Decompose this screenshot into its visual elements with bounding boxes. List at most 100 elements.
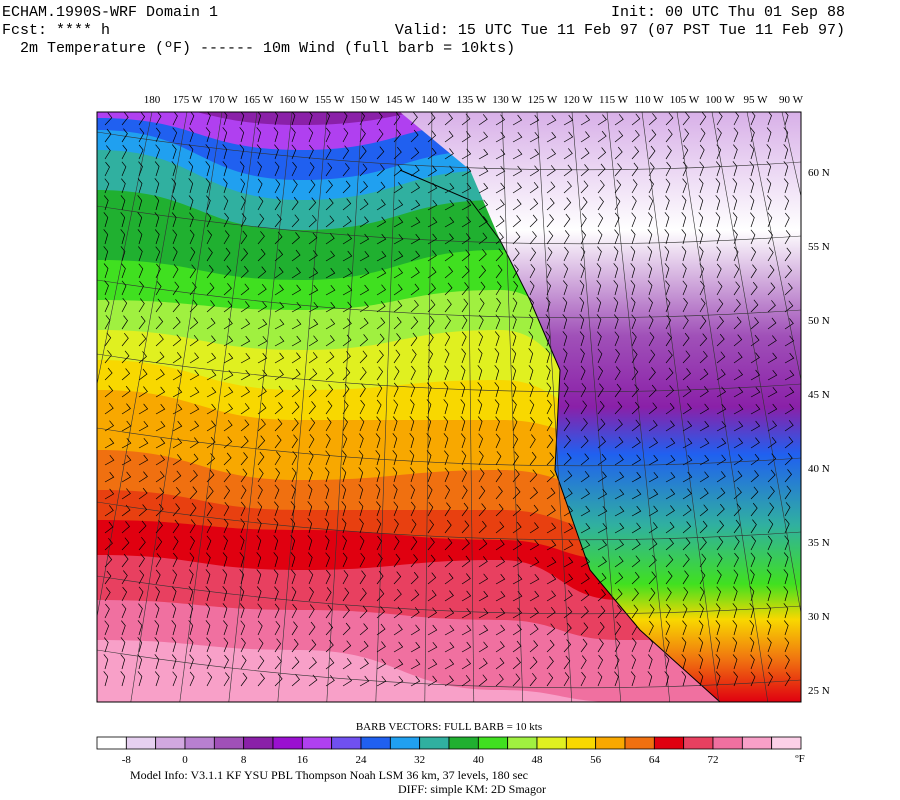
wind-barb [750, 386, 761, 398]
wind-barb [545, 331, 551, 347]
wind-barb [512, 451, 519, 466]
wind-barb [732, 654, 738, 670]
wind-barb [342, 416, 348, 432]
wind-barb [495, 451, 502, 466]
wind-barb [291, 214, 300, 228]
wind-barb [767, 486, 775, 500]
wind-barb [256, 569, 262, 585]
wind-barb [223, 654, 229, 670]
wind-barb [291, 267, 301, 279]
wind-barb [664, 654, 670, 670]
wind-barb [647, 246, 653, 262]
wind-barb [444, 467, 450, 483]
wind-barb [444, 675, 454, 687]
wind-barb [172, 536, 179, 551]
wind-barb [665, 587, 672, 602]
wind-barb [291, 417, 299, 432]
wind-barb [257, 603, 262, 619]
wind-barb [647, 229, 653, 245]
wind-barb [732, 195, 738, 211]
wind-barb [698, 212, 704, 228]
wind-barb [783, 586, 789, 602]
wind-barb [342, 383, 350, 398]
wind-barb [495, 416, 500, 432]
wind-barb [274, 385, 284, 398]
wind-barb [580, 556, 591, 568]
wind-barb [324, 467, 330, 483]
wind-barb [512, 165, 523, 177]
wind-barb [665, 161, 672, 177]
wind-barb [240, 452, 248, 466]
wind-barb [698, 178, 704, 194]
wind-barb [682, 537, 691, 551]
wind-barb [325, 145, 332, 160]
wind-barb [597, 589, 606, 602]
wind-barb [563, 263, 569, 279]
coastline [399, 169, 721, 702]
wind-barb [206, 212, 212, 228]
wind-barb [597, 505, 608, 517]
wind-barb [342, 180, 351, 194]
wind-barb [410, 233, 421, 245]
wind-barb [563, 539, 574, 551]
graticule [97, 112, 153, 386]
lon-label: 120 W [563, 94, 593, 106]
wind-barb [291, 385, 301, 398]
wind-barb [172, 569, 177, 585]
wind-barb [120, 637, 126, 653]
wind-barb [257, 266, 267, 279]
wind-barb [393, 641, 404, 653]
wind-barb [121, 161, 127, 177]
wind-barb [529, 590, 540, 602]
wind-barb [104, 620, 110, 636]
lat-label: 55 N [808, 241, 830, 253]
wind-barb [545, 348, 551, 364]
wind-barb [121, 454, 132, 466]
graticule [97, 279, 801, 319]
wind-barb [546, 114, 557, 126]
wind-barb [273, 569, 279, 585]
graticule [466, 112, 475, 702]
lon-labels: 180 175 W 170 W 165 W 160 W 155 W 150 W 145 W 14… [144, 94, 804, 106]
wind-barb [750, 654, 755, 670]
wind-barb [189, 264, 197, 279]
wind-barb [716, 471, 726, 483]
wind-barb [699, 128, 706, 143]
wind-barb [189, 334, 199, 347]
wind-barb [596, 314, 602, 330]
wind-barb [138, 553, 145, 568]
wind-barb [121, 315, 128, 330]
wind-barb [579, 314, 585, 330]
lat-label: 25 N [808, 685, 830, 697]
wind-barb [733, 144, 738, 160]
lon-label: 170 W [208, 94, 238, 106]
wind-barb [290, 552, 296, 568]
wind-barb [325, 197, 334, 211]
wind-barb [546, 230, 554, 245]
lon-label: 110 W [634, 94, 664, 106]
wind-barb [784, 403, 795, 415]
wind-barb [342, 163, 350, 177]
wind-barb [682, 112, 690, 126]
wind-barb [732, 586, 738, 602]
wind-barb [546, 639, 555, 653]
wind-barb [529, 181, 539, 194]
graticule [424, 112, 433, 702]
wind-barb [681, 637, 687, 653]
colorbar: -8 0 8 16 24 32 40 48 56 64 72 [96, 736, 802, 766]
wind-barb [647, 654, 653, 670]
wind-barb [682, 553, 690, 568]
wind-barb [545, 314, 551, 330]
lon-label: 100 W [705, 94, 735, 106]
wind-barb [171, 161, 177, 177]
wind-barb [682, 332, 690, 347]
wind-barb [154, 603, 160, 619]
wind-barb [732, 620, 738, 636]
legend-title: BARB VECTORS: FULL BARB = 10 kts [356, 721, 542, 733]
wind-barb [766, 178, 772, 194]
wind-barb [733, 454, 743, 466]
wind-barb [648, 538, 658, 551]
wind-barb [291, 232, 300, 245]
wind-barb [580, 164, 589, 177]
wind-barb [410, 267, 420, 279]
